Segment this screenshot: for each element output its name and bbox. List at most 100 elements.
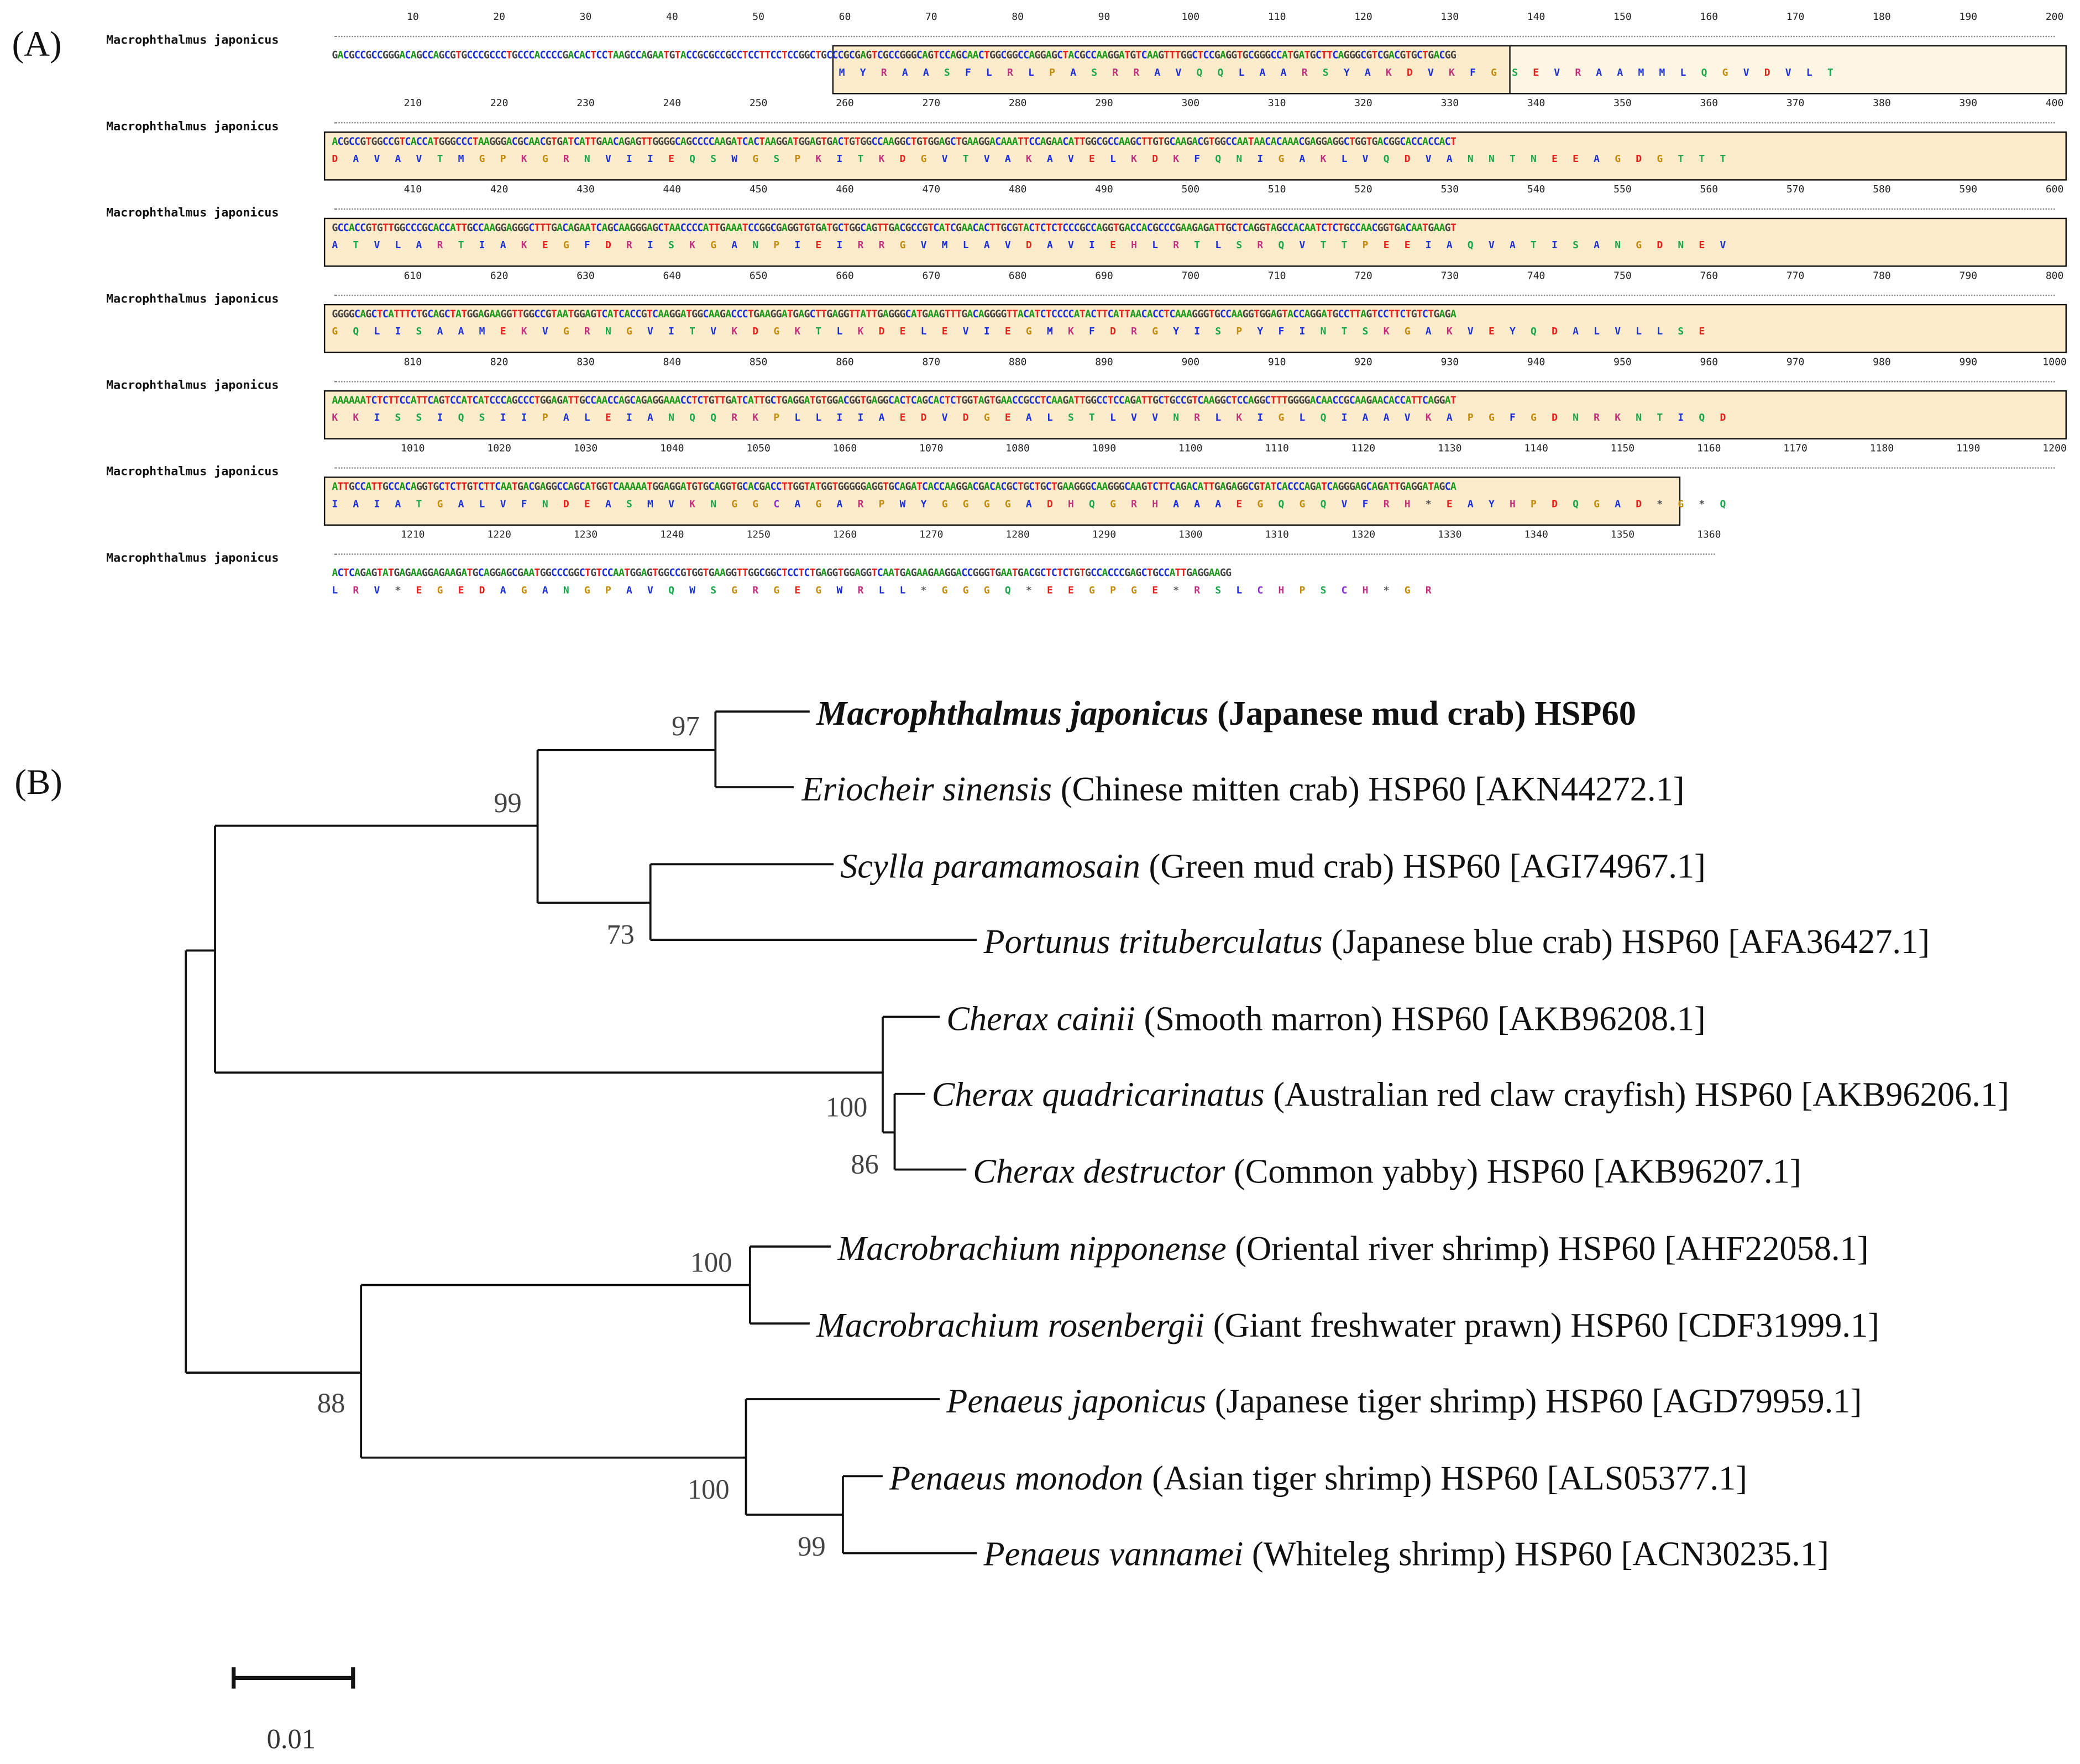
ruler-tick-label: 380 bbox=[1873, 97, 1891, 109]
ruler-tick-label: 470 bbox=[922, 183, 941, 196]
ruler-line bbox=[334, 543, 1715, 555]
amino-acid-translation: A T V L A R T I A K E G F D R I S K G A … bbox=[332, 239, 1731, 251]
ruler-tick-label: 1280 bbox=[1005, 528, 1030, 541]
panel-a-label: (A) bbox=[12, 24, 62, 64]
ruler-tick-label: 450 bbox=[749, 183, 768, 196]
ruler-tick-label: 1090 bbox=[1092, 442, 1117, 454]
ruler-line bbox=[334, 198, 2055, 210]
species-label: Macrophthalmus japonicus bbox=[106, 293, 279, 307]
ruler-tick-label: 30 bbox=[579, 11, 592, 23]
ruler-tick-label: 260 bbox=[836, 97, 854, 109]
ruler-tick-label: 1320 bbox=[1351, 528, 1376, 541]
nucleotide-sequence: AAAAAATCTCTTCCATTCAGTCCATCATCCCAGCCCTGGA… bbox=[332, 394, 1456, 406]
taxon-label: Macrophthalmus japonicus (Japanese mud c… bbox=[816, 694, 1636, 733]
alignment-row: 810 820 830 840 850 860 870 880 890 900 910 920 930 9… bbox=[0, 355, 2080, 439]
ruler-tick-label: 1060 bbox=[832, 442, 857, 454]
ruler-tick-label: 310 bbox=[1267, 97, 1286, 109]
ruler-tick-label: 40 bbox=[666, 11, 678, 23]
ruler-tick-label: 740 bbox=[1527, 269, 1545, 282]
taxon-label: Eriocheir sinensis (Chinese mitten crab)… bbox=[801, 770, 1685, 809]
taxon-label: Portunus trituberculatus (Japanese blue … bbox=[983, 922, 1930, 961]
ruler-tick-label: 640 bbox=[663, 269, 682, 282]
ruler-tick-label: 500 bbox=[1181, 183, 1200, 196]
ruler-tick-label: 630 bbox=[577, 269, 595, 282]
ruler-tick-label: 130 bbox=[1440, 11, 1459, 23]
ruler-tick-label: 1260 bbox=[832, 528, 857, 541]
ruler-tick-label: 540 bbox=[1527, 183, 1545, 196]
ruler-tick-label: 420 bbox=[490, 183, 509, 196]
taxon-label: Scylla paramamosain (Green mud crab) HSP… bbox=[840, 847, 1706, 886]
position-ruler: 1010 1020 1030 1040 1050 1060 1070 1080 1090 1100… bbox=[0, 442, 2080, 456]
alignment-row: 10 20 30 40 50 60 70 80 90 100 110 120 130 140 150 160 1… bbox=[0, 11, 2080, 95]
ruler-tick-label: 1190 bbox=[1956, 442, 1981, 454]
ruler-tick-label: 520 bbox=[1354, 183, 1372, 196]
ruler-tick-label: 120 bbox=[1354, 11, 1372, 23]
ruler-tick-label: 550 bbox=[1613, 183, 1632, 196]
ruler-tick-label: 960 bbox=[1700, 355, 1719, 368]
ruler-tick-label: 370 bbox=[1786, 97, 1805, 109]
ruler-tick-label: 1300 bbox=[1178, 528, 1203, 541]
bootstrap-value: 97 bbox=[672, 710, 700, 742]
ruler-tick-label: 660 bbox=[836, 269, 854, 282]
ruler-tick-label: 790 bbox=[1959, 269, 1978, 282]
ruler-tick-label: 50 bbox=[752, 11, 764, 23]
ruler-tick-label: 290 bbox=[1095, 97, 1113, 109]
bootstrap-value: 86 bbox=[851, 1148, 879, 1180]
ruler-tick-label: 70 bbox=[925, 11, 937, 23]
position-ruler: 610 620 630 640 650 660 670 680 690 700 710 720 730 7… bbox=[0, 269, 2080, 282]
alignment-row: 1010 1020 1030 1040 1050 1060 1070 1080 1090 1100… bbox=[0, 442, 2080, 526]
ruler-tick-label: 320 bbox=[1354, 97, 1372, 109]
taxon-label: Penaeus monodon (Asian tiger shrimp) HSP… bbox=[889, 1459, 1748, 1498]
taxon-label: Cherax destructor (Common yabby) HSP60 [… bbox=[973, 1152, 1801, 1191]
species-label: Macrophthalmus japonicus bbox=[106, 34, 279, 48]
ruler-tick-label: 990 bbox=[1959, 355, 1978, 368]
ruler-tick-label: 220 bbox=[490, 97, 509, 109]
taxon-label: Penaeus japonicus (Japanese tiger shrimp… bbox=[946, 1381, 1862, 1421]
position-ruler: 210 220 230 240 250 260 270 280 290 300 310 320 330 3… bbox=[0, 97, 2080, 110]
ruler-tick-label: 180 bbox=[1873, 11, 1891, 23]
position-ruler: 1210 1220 1230 1240 1250 1260 1270 1280 1290 1300… bbox=[0, 528, 2080, 542]
position-ruler: 10 20 30 40 50 60 70 80 90 100 110 120 130 140 150 160 1… bbox=[0, 11, 2080, 24]
position-ruler: 410 420 430 440 450 460 470 480 490 500 510 520 530 5… bbox=[0, 183, 2080, 196]
bootstrap-value: 99 bbox=[798, 1530, 826, 1563]
orf-highlight-box bbox=[323, 390, 2067, 439]
ruler-tick-label: 1240 bbox=[660, 528, 684, 541]
ruler-tick-label: 140 bbox=[1527, 11, 1545, 23]
ruler-tick-label: 1080 bbox=[1005, 442, 1030, 454]
ruler-tick-label: 1030 bbox=[573, 442, 598, 454]
orf-highlight-box bbox=[323, 217, 2067, 267]
ruler-tick-label: 360 bbox=[1700, 97, 1719, 109]
orf-highlight-box bbox=[323, 131, 2067, 181]
ruler-tick-label: 230 bbox=[577, 97, 595, 109]
ruler-tick-label: 200 bbox=[2045, 11, 2064, 23]
bootstrap-value: 100 bbox=[687, 1473, 730, 1506]
ruler-tick-label: 860 bbox=[836, 355, 854, 368]
amino-acid-translation: I A I A T G A L V F N D E A S M V K N G … bbox=[332, 498, 1731, 510]
species-label: Macrophthalmus japonicus bbox=[106, 121, 279, 134]
ruler-tick-label: 1170 bbox=[1783, 442, 1807, 454]
ruler-tick-label: 920 bbox=[1354, 355, 1372, 368]
ruler-line bbox=[334, 284, 2055, 296]
orf-highlight-box bbox=[323, 303, 2067, 353]
ruler-tick-label: 600 bbox=[2045, 183, 2064, 196]
ruler-tick-label: 1010 bbox=[401, 442, 425, 454]
ruler-tick-label: 60 bbox=[839, 11, 851, 23]
ruler-tick-label: 1200 bbox=[2042, 442, 2067, 454]
ruler-tick-label: 710 bbox=[1267, 269, 1286, 282]
ruler-tick-label: 410 bbox=[404, 183, 422, 196]
ruler-tick-label: 970 bbox=[1786, 355, 1805, 368]
orf-highlight-box bbox=[1509, 45, 2067, 95]
scale-bar-label: 0.01 bbox=[266, 1723, 316, 1755]
ruler-tick-label: 150 bbox=[1613, 11, 1632, 23]
ruler-tick-label: 610 bbox=[404, 269, 422, 282]
taxon-label: Cherax cainii (Smooth marron) HSP60 [AKB… bbox=[946, 999, 1706, 1038]
ruler-tick-label: 240 bbox=[663, 97, 682, 109]
ruler-tick-label: 890 bbox=[1095, 355, 1113, 368]
ruler-tick-label: 880 bbox=[1008, 355, 1027, 368]
amino-acid-translation: M Y R A A S F L R L P A S R R A V Q Q L … bbox=[839, 66, 1838, 78]
ruler-tick-label: 900 bbox=[1181, 355, 1200, 368]
ruler-tick-label: 1040 bbox=[660, 442, 684, 454]
species-label: Macrophthalmus japonicus bbox=[106, 465, 279, 479]
ruler-tick-label: 90 bbox=[1098, 11, 1110, 23]
